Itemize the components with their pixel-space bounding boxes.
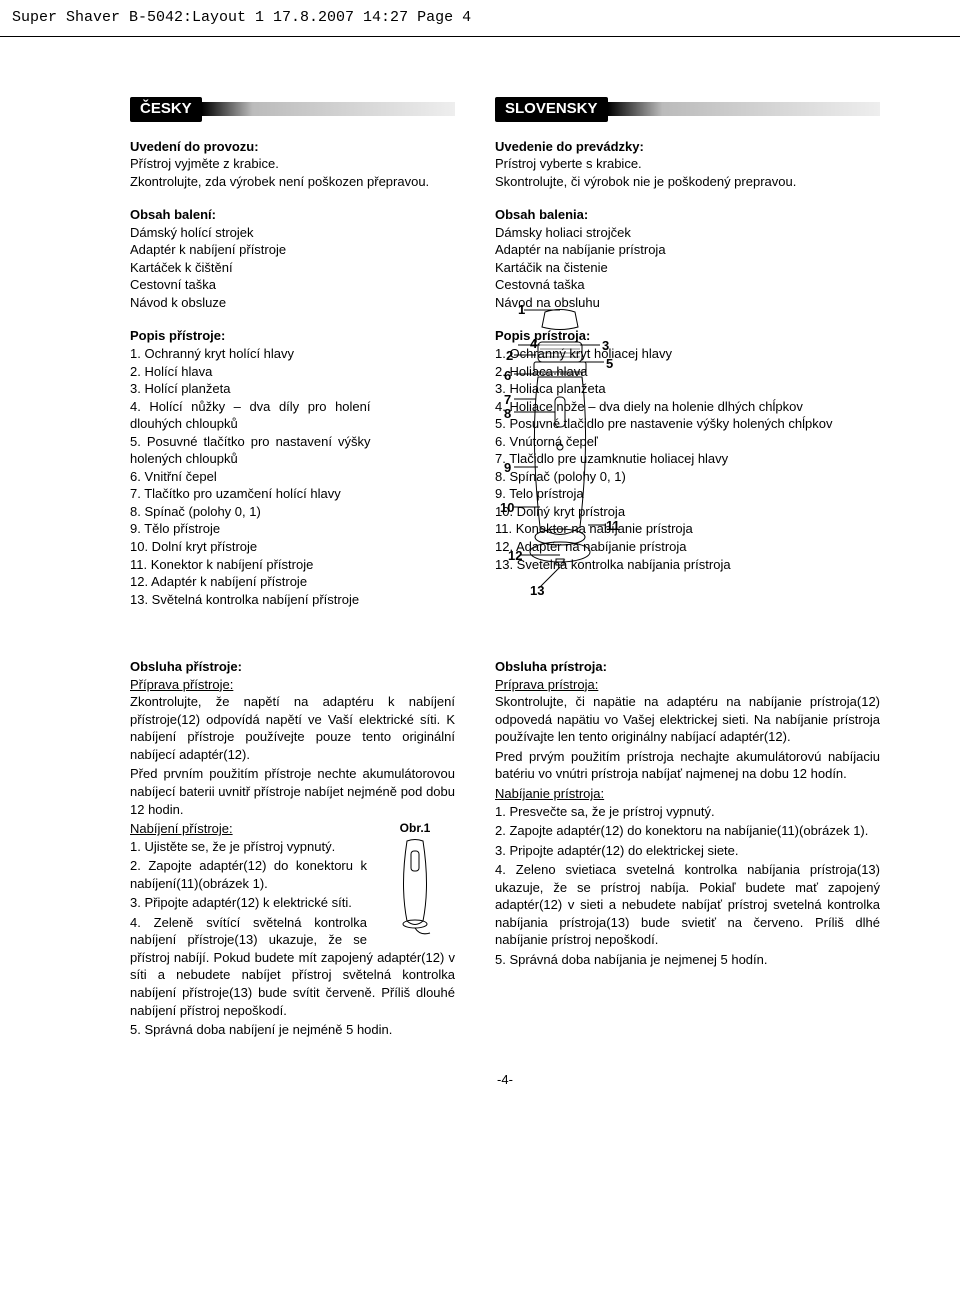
cz-desc-3: 3. Holící planžeta [130, 380, 371, 398]
sk-charge-4: 4. Zeleno svietiaca svetelná kontrolka n… [495, 861, 880, 949]
sk-usage: Obsluha prístroja: Príprava prístroja: S… [475, 658, 880, 1040]
diag-label-2: 2 [506, 347, 513, 365]
cz-desc-2: 2. Holící hlava [130, 363, 371, 381]
column-czech: ČESKY Uvedení do provozu: Přístroj vyjmě… [130, 97, 475, 608]
sk-contents-title: Obsah balenia: [495, 206, 880, 224]
cz-desc-9: 9. Tělo přístroje [130, 520, 371, 538]
page-number: -4- [130, 1071, 880, 1089]
lang-bar-sk: SLOVENSKY [495, 97, 880, 121]
lang-label-cz: ČESKY [130, 97, 202, 121]
cz-intro-2: Zkontrolujte, zda výrobek není poškozen … [130, 173, 455, 191]
cz-desc-8: 8. Spínač (polohy 0, 1) [130, 503, 371, 521]
print-header: Super Shaver B-5042:Layout 1 17.8.2007 1… [0, 0, 960, 37]
cz-desc-12: 12. Adaptér k nabíjení přístroje [130, 573, 371, 591]
cz-desc-10: 10. Dolní kryt přístroje [130, 538, 371, 556]
sk-contents-1: Dámsky holiaci strojček [495, 224, 880, 242]
sk-charge-1: 1. Presvečte sa, že je prístroj vypnutý. [495, 803, 880, 821]
cz-desc-4: 4. Holící nůžky – dva díly pro holení dl… [130, 398, 371, 433]
sk-intro-title: Uvedenie do prevádzky: [495, 138, 880, 156]
cz-contents-2: Adaptér k nabíjení přístroje [130, 241, 455, 259]
cz-desc-11: 11. Konektor k nabíjení přístroje [130, 556, 371, 574]
cz-desc-title: Popis přístroje: [130, 327, 455, 345]
cz-intro-1: Přístroj vyjměte z krabice. [130, 155, 455, 173]
sk-prep-text2: Pred prvým použitím prístroja nechajte a… [495, 748, 880, 783]
cz-desc-6: 6. Vnitřní čepel [130, 468, 371, 486]
cz-desc-1: 1. Ochranný kryt holící hlavy [130, 345, 371, 363]
sk-prep-text: Skontrolujte, či napätie na adaptéru na … [495, 693, 880, 746]
sk-charge-3: 3. Pripojte adaptér(12) do elektrickej s… [495, 842, 880, 860]
diag-label-3: 3 [602, 337, 609, 355]
diag-label-8: 8 [504, 405, 511, 423]
cz-contents-1: Dámský holící strojek [130, 224, 455, 242]
cz-desc-7: 7. Tlačítko pro uzamčení holící hlavy [130, 485, 371, 503]
cz-contents-4: Cestovní taška [130, 276, 455, 294]
diag-label-5: 5 [606, 355, 613, 373]
figure-1-caption: Obr.1 [375, 820, 455, 836]
diag-label-4: 4 [530, 335, 537, 353]
diag-label-9: 9 [504, 459, 511, 477]
sk-charge-5: 5. Správná doba nabíjania je nejmenej 5 … [495, 951, 880, 969]
diag-label-11: 11 [606, 517, 620, 535]
cz-contents-5: Návod k obsluze [130, 294, 455, 312]
print-header-text: Super Shaver B-5042:Layout 1 17.8.2007 1… [12, 9, 471, 26]
lang-fade-sk [608, 102, 880, 116]
shaver-diagram: 1 2 3 4 5 6 7 8 9 10 11 12 13 [500, 307, 620, 607]
sk-prep-title: Príprava prístroja: [495, 676, 880, 694]
cz-contents-title: Obsah balení: [130, 206, 455, 224]
sk-contents-4: Cestovná taška [495, 276, 880, 294]
cz-prep-title: Příprava přístroje: [130, 676, 455, 694]
diag-label-12: 12 [508, 547, 522, 565]
sk-charge-2: 2. Zapojte adaptér(12) do konektoru na n… [495, 822, 880, 840]
lang-label-sk: SLOVENSKY [495, 97, 608, 121]
figure-1-svg [385, 836, 445, 936]
diag-label-10: 10 [500, 499, 514, 517]
cz-prep-text: Zkontrolujte, že napětí na adaptéru k na… [130, 693, 455, 763]
cz-intro-title: Uvedení do provozu: [130, 138, 455, 156]
cz-use-title: Obsluha přístroje: [130, 658, 455, 676]
sk-contents-2: Adaptér na nabíjanie prístroja [495, 241, 880, 259]
diag-label-13: 13 [530, 582, 544, 600]
cz-contents-3: Kartáček k čištění [130, 259, 455, 277]
cz-charge-5: 5. Správná doba nabíjení je nejméně 5 ho… [130, 1021, 455, 1039]
cz-desc-13: 13. Světelná kontrolka nabíjení přístroj… [130, 591, 371, 609]
sk-intro-1: Prístroj vyberte s krabice. [495, 155, 880, 173]
lang-bar-cz: ČESKY [130, 97, 455, 121]
sk-intro-2: Skontrolujte, či výrobok nie je poškoden… [495, 173, 880, 191]
cz-prep-text2: Před prvním použitím přístroje nechte ak… [130, 765, 455, 818]
sk-charge-title: Nabíjanie prístroja: [495, 785, 880, 803]
cz-usage: Obsluha přístroje: Příprava přístroje: Z… [130, 658, 475, 1040]
sk-use-title: Obsluha prístroja: [495, 658, 880, 676]
sk-contents-3: Kartáčik na čistenie [495, 259, 880, 277]
lang-fade-cz [202, 102, 455, 116]
figure-1: Obr.1 [375, 820, 455, 941]
page-content: ČESKY Uvedení do provozu: Přístroj vyjmě… [0, 37, 960, 1128]
diag-label-6: 6 [504, 367, 511, 385]
cz-desc-5: 5. Posuvné tlačítko pro nastavení výšky … [130, 433, 371, 468]
diag-label-1: 1 [518, 301, 525, 319]
